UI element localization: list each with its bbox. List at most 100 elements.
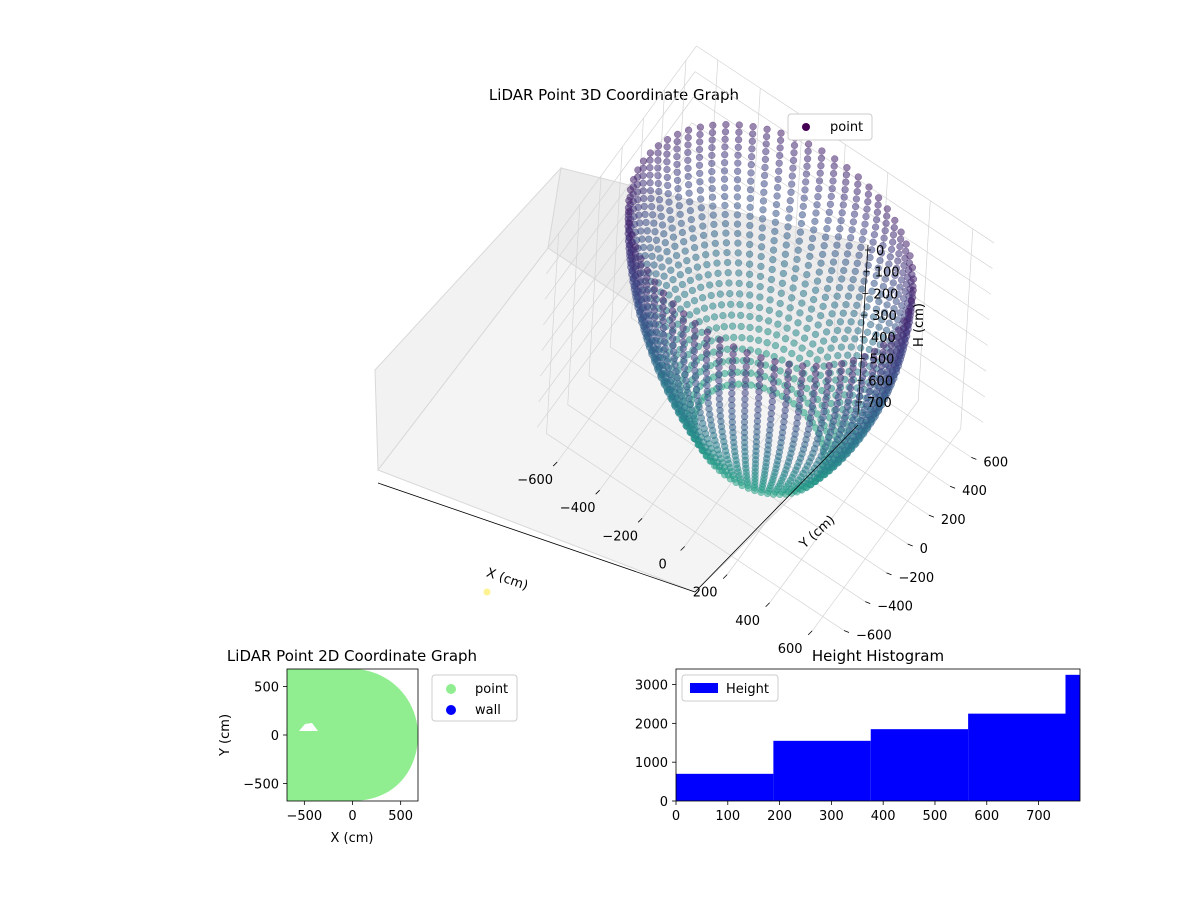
data-point (887, 341, 895, 349)
grid-line (541, 148, 691, 351)
data-point (710, 220, 718, 229)
data-point (776, 144, 784, 152)
data-point (720, 167, 729, 175)
data-point (645, 316, 653, 324)
data-point (823, 353, 832, 361)
data-point (676, 210, 684, 219)
data-point (801, 280, 809, 288)
x-tick-label: 0 (659, 557, 667, 572)
data-point (646, 163, 654, 172)
legend-3d-box (787, 113, 873, 141)
data-point (756, 368, 764, 376)
data-point (787, 188, 795, 196)
data-point (854, 399, 862, 407)
data-point (684, 141, 692, 149)
data-point (721, 210, 729, 219)
data-point (704, 271, 712, 279)
data-point (906, 252, 914, 260)
data-point (785, 360, 793, 369)
data-point (872, 216, 881, 224)
data-point (626, 186, 635, 194)
data-point (866, 253, 874, 262)
data-point (868, 287, 876, 295)
data-point (834, 233, 843, 241)
data-point (831, 249, 839, 258)
z-axis-label-3d: H (cm) (912, 303, 927, 347)
data-point (674, 193, 683, 201)
data-point (673, 176, 682, 185)
data-point (882, 219, 890, 228)
data-point (784, 367, 793, 376)
y-tick-label: 400 (962, 484, 987, 499)
data-point (803, 324, 811, 332)
data-point (746, 291, 754, 299)
data-point (809, 340, 817, 348)
data-point (880, 308, 889, 316)
data-point (776, 151, 784, 160)
data-point (702, 349, 711, 357)
data-point (790, 339, 798, 347)
data-point (767, 285, 775, 294)
data-point (821, 401, 829, 410)
data-point (860, 228, 868, 236)
data-point (844, 397, 853, 405)
data-point (796, 395, 804, 404)
data-point (865, 295, 874, 303)
data-point (854, 173, 862, 181)
x-tick-label: 700 (1026, 809, 1051, 824)
data-point (795, 402, 803, 410)
data-point (860, 277, 868, 285)
data-point (879, 241, 887, 250)
x-tick-mark (722, 574, 728, 579)
x-tick-mark (680, 546, 685, 551)
data-point (826, 200, 835, 208)
data-point (843, 250, 852, 258)
data-point (794, 408, 803, 416)
data-point (828, 267, 836, 275)
y-tick-label: 3000 (635, 679, 668, 694)
grid-line (546, 71, 696, 274)
data-point (789, 156, 798, 165)
data-point (728, 377, 736, 385)
data-point (773, 331, 781, 339)
data-point (741, 395, 749, 403)
data-point (748, 145, 756, 153)
legend-2d-point-marker (446, 684, 456, 694)
data-point (817, 259, 825, 267)
data-point (733, 176, 742, 184)
data-point (675, 202, 683, 210)
y-ticks-2d: −500 0 500 (243, 680, 287, 793)
data-point (818, 147, 826, 155)
data-point (775, 310, 783, 318)
data-point (672, 251, 681, 260)
data-point (828, 185, 836, 193)
data-point (636, 262, 645, 270)
z-ticks-3d: 0 100 200 300 400 500 600 700 (856, 244, 900, 411)
data-point (728, 395, 736, 404)
data-point (759, 197, 768, 205)
data-point (833, 241, 841, 249)
z-tick-label: 100 (875, 266, 900, 281)
legend-histogram-swatch (690, 683, 718, 693)
data-point (831, 155, 839, 163)
legend-2d-wall-marker (446, 705, 456, 715)
z-tick-label: 500 (870, 353, 895, 368)
data-point (697, 283, 705, 291)
data-point (654, 164, 662, 172)
x-tick-mark (552, 461, 558, 467)
data-point (667, 215, 675, 223)
data-point (679, 338, 687, 346)
data-point (838, 275, 846, 283)
data-point (881, 275, 890, 283)
data-point (825, 319, 834, 327)
data-point (813, 201, 821, 209)
data-point (651, 228, 659, 236)
data-point (710, 230, 719, 238)
x-tick-label: 200 (693, 586, 718, 601)
data-point (888, 334, 896, 342)
data-point (897, 228, 905, 236)
data-point (834, 393, 842, 402)
z-tick-label: 300 (872, 309, 897, 324)
grid-line (539, 173, 690, 377)
